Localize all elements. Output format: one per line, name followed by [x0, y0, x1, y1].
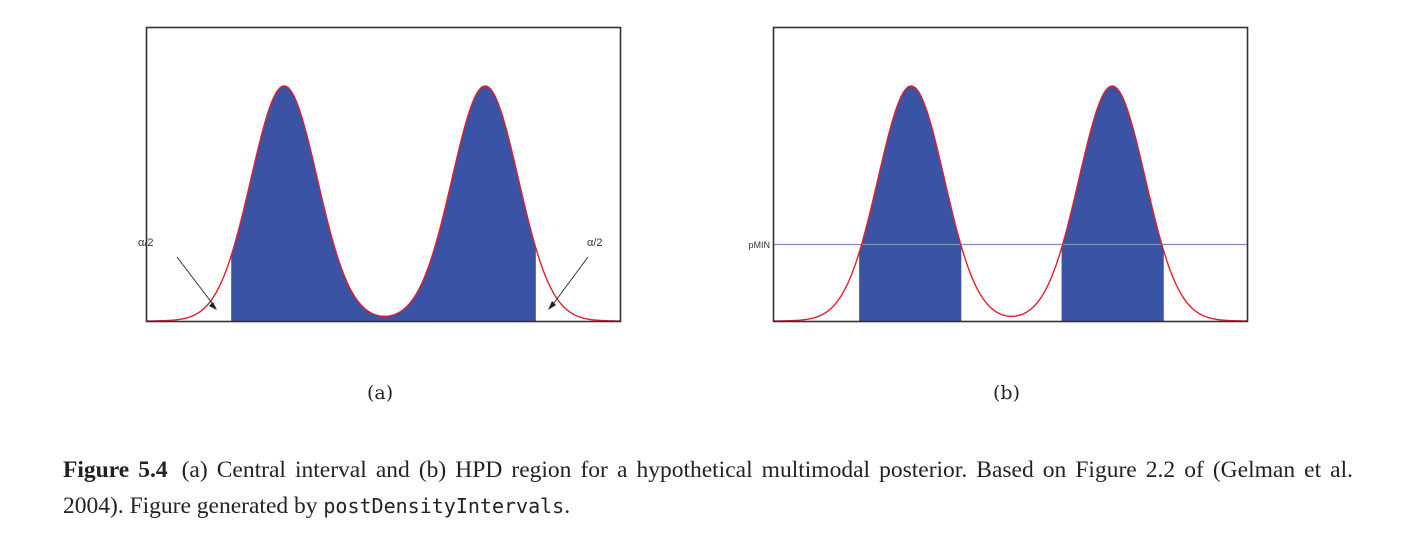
alpha-half-left-label: α/2 — [138, 237, 154, 249]
alpha-half-left-annotation: α/2 — [138, 237, 217, 310]
caption-end: . — [564, 493, 571, 519]
caption-text: (a) Central interval and (b) HPD region … — [63, 457, 1354, 519]
central-interval-plot: α/2 α/2 — [138, 26, 622, 323]
density-curve — [773, 85, 1248, 322]
arrow-icon — [176, 256, 216, 308]
central-interval-fill — [231, 86, 536, 321]
plot-frame — [772, 26, 1249, 323]
alpha-half-right-annotation: α/2 — [548, 237, 603, 310]
panel-a: α/2 α/2 (a) — [0, 0, 700, 420]
figure-number: Figure 5.4 — [63, 457, 168, 483]
hpd-fill-left — [859, 86, 962, 321]
figure-caption: Figure 5.4 (a) Central interval and (b) H… — [63, 452, 1353, 524]
panel-a-label: (a) — [367, 382, 394, 404]
arrowhead-icon — [548, 301, 556, 310]
hpd-fill-right — [1061, 86, 1164, 322]
pmin-label: pMIN — [748, 240, 770, 250]
caption-code: postDensityIntervals — [323, 494, 565, 518]
plot-frame — [145, 26, 622, 323]
alpha-half-right-label: α/2 — [587, 237, 603, 249]
density-curve — [146, 85, 621, 322]
arrow-icon — [550, 256, 589, 308]
panel-b-label: (b) — [993, 382, 1020, 404]
panel-b: pMIN (b) — [748, 26, 1249, 404]
arrowhead-icon — [209, 302, 217, 310]
hpd-region-plot: pMIN — [748, 26, 1249, 323]
